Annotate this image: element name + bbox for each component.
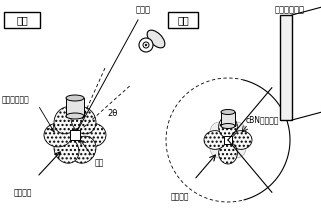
Ellipse shape bbox=[54, 107, 79, 134]
Ellipse shape bbox=[230, 122, 246, 138]
Circle shape bbox=[143, 42, 149, 48]
Text: 試料: 試料 bbox=[95, 158, 104, 167]
Ellipse shape bbox=[66, 95, 84, 101]
Text: 検出器: 検出器 bbox=[135, 5, 151, 14]
Circle shape bbox=[139, 38, 153, 52]
Text: cBNアンビル: cBNアンビル bbox=[246, 116, 280, 125]
Ellipse shape bbox=[204, 131, 226, 149]
Circle shape bbox=[145, 44, 147, 46]
Ellipse shape bbox=[71, 136, 96, 163]
Ellipse shape bbox=[210, 122, 226, 138]
Ellipse shape bbox=[210, 142, 226, 158]
Text: 2θ: 2θ bbox=[107, 108, 117, 117]
Bar bbox=[221, 112, 235, 126]
Ellipse shape bbox=[219, 142, 237, 164]
Ellipse shape bbox=[221, 110, 235, 115]
Ellipse shape bbox=[147, 30, 165, 48]
Ellipse shape bbox=[78, 123, 106, 147]
Ellipse shape bbox=[221, 124, 235, 129]
Ellipse shape bbox=[230, 131, 252, 149]
Ellipse shape bbox=[54, 136, 79, 163]
Bar bbox=[70, 130, 80, 140]
Text: 今回: 今回 bbox=[177, 15, 189, 25]
Text: 白色Ｘ線: 白色Ｘ線 bbox=[14, 189, 32, 198]
Bar bbox=[66, 98, 84, 116]
Bar bbox=[168, 12, 198, 28]
Ellipse shape bbox=[44, 123, 72, 147]
Bar bbox=[280, 15, 292, 120]
Text: 二次元検出器: 二次元検出器 bbox=[275, 5, 305, 14]
Text: 単色Ｘ線: 単色Ｘ線 bbox=[171, 192, 189, 201]
Bar bbox=[4, 12, 40, 28]
Bar bbox=[224, 136, 232, 144]
Ellipse shape bbox=[71, 107, 96, 134]
Ellipse shape bbox=[66, 113, 84, 119]
Text: 従来: 従来 bbox=[16, 15, 28, 25]
Text: 超鋼アンビル: 超鋼アンビル bbox=[2, 96, 30, 104]
Ellipse shape bbox=[219, 116, 237, 138]
Ellipse shape bbox=[230, 142, 246, 158]
